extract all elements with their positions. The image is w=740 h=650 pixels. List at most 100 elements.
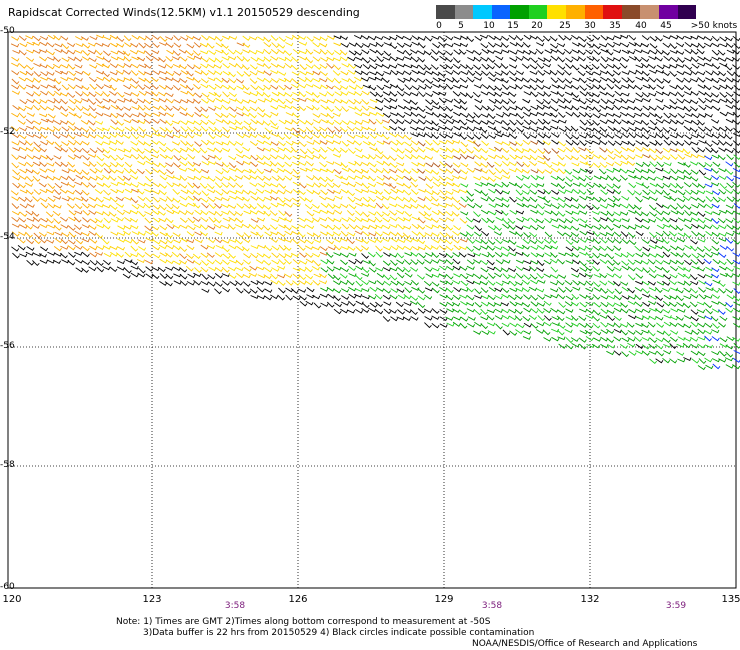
wind-barb bbox=[641, 169, 650, 174]
wind-barb bbox=[635, 146, 644, 152]
wind-barb bbox=[523, 232, 532, 238]
wind-barb bbox=[460, 113, 469, 118]
wind-barb bbox=[292, 168, 301, 175]
wind-barb bbox=[404, 281, 413, 286]
wind-barb bbox=[705, 364, 714, 370]
wind-barb bbox=[516, 217, 525, 223]
wind-barb bbox=[409, 77, 418, 83]
wind-barb bbox=[599, 273, 608, 279]
wind-barb bbox=[635, 231, 644, 237]
wind-barb bbox=[565, 322, 574, 328]
wind-barb bbox=[453, 286, 462, 293]
wind-barb bbox=[460, 141, 469, 148]
wind-barb bbox=[444, 126, 453, 132]
wind-barb bbox=[662, 280, 671, 286]
wind-barb bbox=[11, 70, 20, 76]
wind-barb bbox=[438, 113, 447, 119]
wind-barb bbox=[297, 288, 307, 293]
wind-barb bbox=[348, 293, 357, 299]
wind-barb bbox=[179, 175, 188, 182]
wind-barb bbox=[362, 84, 371, 89]
wind-barb bbox=[641, 239, 650, 245]
wind-barb bbox=[677, 175, 686, 180]
wind-barb bbox=[389, 224, 398, 229]
wind-barb bbox=[719, 209, 728, 214]
wind-barb bbox=[361, 288, 370, 293]
wind-barb bbox=[39, 64, 48, 69]
wind-barb bbox=[592, 154, 601, 159]
wind-barb bbox=[621, 71, 630, 75]
wind-barb bbox=[320, 202, 329, 208]
wind-barb bbox=[256, 266, 265, 271]
wind-barb bbox=[417, 295, 426, 301]
wind-barb bbox=[102, 204, 111, 209]
wind-barb bbox=[348, 42, 357, 47]
wind-barb bbox=[164, 252, 173, 258]
wind-barb bbox=[130, 253, 139, 258]
wind-barb bbox=[663, 104, 672, 110]
wind-barb bbox=[424, 232, 433, 237]
wind-barb bbox=[284, 239, 293, 243]
wind-barb bbox=[18, 231, 27, 237]
wind-barb bbox=[557, 211, 566, 217]
wind-barb bbox=[697, 211, 706, 217]
wind-barb bbox=[228, 62, 237, 68]
wind-barb bbox=[698, 287, 706, 293]
wind-barb bbox=[368, 154, 377, 160]
wind-barb bbox=[550, 77, 559, 84]
wind-barb bbox=[53, 98, 62, 104]
wind-barb bbox=[691, 223, 700, 229]
wind-barb bbox=[152, 253, 161, 259]
wind-barb bbox=[375, 231, 383, 237]
wind-barb bbox=[144, 42, 153, 48]
wind-barb bbox=[278, 71, 287, 76]
wind-barb bbox=[305, 252, 314, 258]
wind-barb bbox=[473, 211, 481, 218]
wind-barb bbox=[682, 267, 692, 273]
wind-barb bbox=[236, 154, 245, 159]
wind-barb bbox=[521, 279, 530, 285]
wind-barb bbox=[61, 43, 70, 50]
wind-barb bbox=[290, 252, 300, 258]
wind-barb bbox=[593, 49, 602, 56]
wind-barb bbox=[732, 364, 740, 370]
wind-barb bbox=[129, 217, 138, 223]
wind-barb bbox=[571, 155, 580, 161]
wind-barb bbox=[549, 281, 559, 286]
wind-barb bbox=[726, 175, 735, 182]
wind-barb bbox=[382, 246, 392, 251]
wind-barb bbox=[115, 169, 125, 174]
wind-barb bbox=[354, 160, 363, 167]
wind-barb bbox=[521, 168, 530, 174]
wind-barb bbox=[718, 232, 727, 237]
wind-barb bbox=[340, 147, 348, 154]
wind-barb bbox=[144, 188, 153, 193]
wind-barb bbox=[375, 168, 384, 174]
wind-barb bbox=[453, 244, 462, 251]
wind-barb bbox=[690, 153, 699, 159]
wind-barb bbox=[136, 56, 146, 62]
wind-barb bbox=[403, 189, 412, 196]
wind-barb bbox=[704, 302, 713, 309]
wind-barb bbox=[150, 91, 159, 97]
wind-barb bbox=[676, 120, 685, 125]
wind-barb bbox=[88, 76, 97, 83]
wind-barb bbox=[550, 182, 559, 188]
wind-barb bbox=[593, 196, 602, 203]
wind-barb bbox=[403, 168, 412, 174]
wind-barb bbox=[53, 155, 62, 160]
wind-barb bbox=[556, 91, 565, 98]
wind-barb bbox=[234, 224, 244, 228]
wind-barb bbox=[103, 259, 111, 266]
wind-barb bbox=[444, 238, 453, 245]
wind-barb bbox=[318, 273, 327, 279]
wind-barb bbox=[508, 315, 517, 321]
wind-barb bbox=[711, 35, 720, 42]
wind-barb bbox=[173, 154, 182, 161]
wind-barb bbox=[474, 239, 483, 244]
wind-barb bbox=[536, 42, 545, 47]
wind-barb bbox=[389, 162, 398, 169]
wind-barb bbox=[312, 295, 321, 300]
wind-barbs bbox=[10, 34, 740, 371]
wind-barb bbox=[655, 133, 664, 139]
